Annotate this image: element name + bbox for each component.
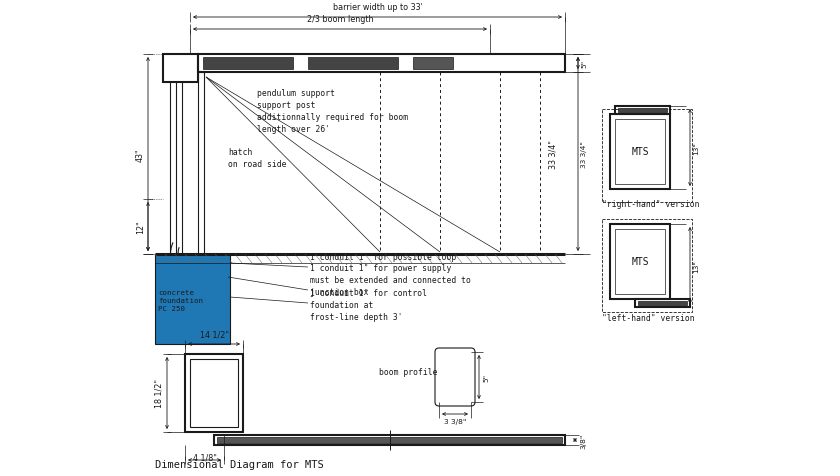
Text: 5": 5" — [483, 373, 489, 381]
Text: 13": 13" — [693, 142, 699, 155]
Text: hatch
on road side: hatch on road side — [228, 148, 286, 169]
Bar — [615, 107, 670, 115]
Bar — [214, 435, 565, 445]
Text: 12": 12" — [136, 220, 145, 234]
Bar — [155, 255, 230, 344]
Text: pendulum support
support post
additionnally required for boom
length over 26': pendulum support support post additionna… — [257, 89, 408, 134]
Text: 5": 5" — [581, 60, 587, 68]
Bar — [185, 354, 243, 432]
Text: "right-hand" version: "right-hand" version — [602, 199, 700, 208]
Text: MTS: MTS — [631, 257, 648, 267]
Text: 4 1/8": 4 1/8" — [192, 453, 217, 462]
Text: 18 1/2": 18 1/2" — [155, 379, 164, 407]
Text: 1 conduit 1" for control: 1 conduit 1" for control — [310, 288, 427, 298]
Text: 33 3/4": 33 3/4" — [549, 140, 558, 169]
Text: 3 3/8": 3 3/8" — [444, 418, 466, 424]
Text: Dimensional Diagram for MTS: Dimensional Diagram for MTS — [155, 459, 323, 469]
Text: 33 3/4": 33 3/4" — [581, 141, 587, 168]
Text: 2/3 boom length: 2/3 boom length — [307, 15, 373, 24]
Bar — [155, 255, 230, 344]
Text: 43": 43" — [136, 148, 145, 161]
Text: 13": 13" — [693, 259, 699, 272]
Bar — [217, 437, 562, 443]
Bar — [615, 120, 665, 185]
Bar — [308, 58, 398, 70]
Text: 1 conduit 1" for possible loop: 1 conduit 1" for possible loop — [310, 252, 456, 261]
Bar — [163, 55, 198, 83]
Bar — [615, 229, 665, 294]
Text: barrier width up to 33': barrier width up to 33' — [333, 3, 423, 12]
Bar — [198, 73, 204, 255]
Bar — [618, 109, 667, 113]
Text: 1 conduit 1" for power supply
must be extended and connected to
junction box: 1 conduit 1" for power supply must be ex… — [310, 263, 471, 297]
Bar — [635, 299, 690, 307]
Text: "left-hand" version: "left-hand" version — [602, 313, 695, 322]
Bar — [203, 58, 293, 70]
Bar — [198, 55, 565, 73]
Text: boom profile: boom profile — [379, 368, 438, 377]
Text: concrete
foundation
PC 250: concrete foundation PC 250 — [158, 289, 203, 312]
Bar — [413, 58, 453, 70]
Bar — [602, 110, 692, 203]
Bar — [602, 219, 692, 312]
Bar — [638, 301, 687, 306]
Text: MTS: MTS — [631, 147, 648, 157]
Text: 3/8": 3/8" — [580, 432, 586, 448]
Text: foundation at
frost-line depth 3': foundation at frost-line depth 3' — [310, 300, 402, 321]
Bar — [190, 359, 238, 427]
Bar — [610, 115, 670, 189]
Text: 14 1/2": 14 1/2" — [200, 330, 228, 339]
Bar — [610, 225, 670, 299]
